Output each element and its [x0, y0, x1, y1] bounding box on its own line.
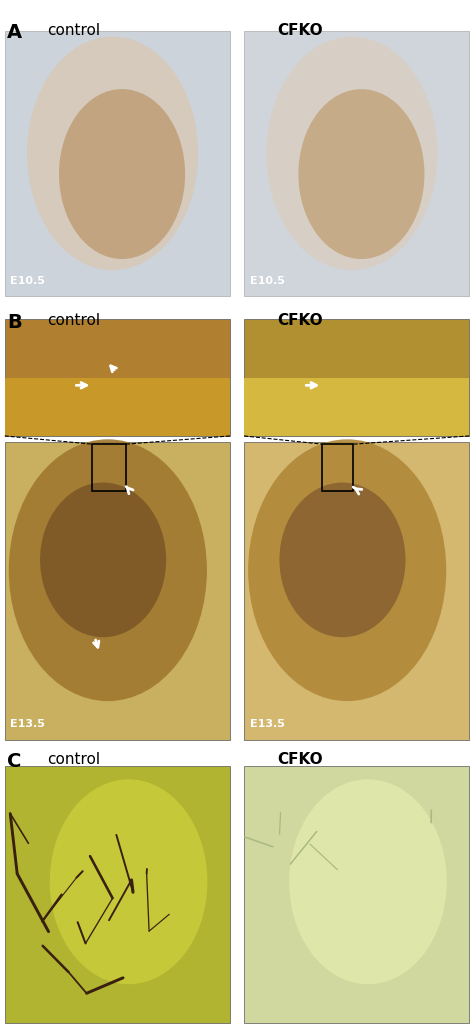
Text: control: control	[47, 23, 100, 38]
Ellipse shape	[9, 439, 207, 701]
Text: CFKO: CFKO	[277, 752, 323, 768]
Ellipse shape	[40, 482, 166, 637]
Bar	[5, 378, 230, 436]
Bar	[5, 442, 230, 740]
Bar	[5, 31, 230, 296]
Bar	[244, 766, 469, 1023]
Ellipse shape	[266, 36, 438, 271]
Bar	[5, 766, 230, 1023]
Ellipse shape	[248, 439, 446, 701]
Text: B: B	[7, 313, 22, 332]
Text: E10.5: E10.5	[10, 276, 46, 286]
Bar	[244, 31, 469, 296]
Bar	[244, 319, 469, 436]
Bar	[244, 442, 469, 740]
Text: E10.5: E10.5	[250, 276, 285, 286]
Text: control: control	[47, 313, 100, 328]
Ellipse shape	[27, 36, 198, 271]
Text: control: control	[47, 752, 100, 768]
Text: A: A	[7, 23, 22, 41]
Text: CFKO: CFKO	[277, 23, 323, 38]
Bar	[5, 319, 230, 436]
Text: E13.5: E13.5	[10, 719, 46, 729]
Bar	[92, 444, 126, 491]
Text: E13.5: E13.5	[250, 719, 285, 729]
Bar	[322, 444, 353, 491]
Bar	[244, 378, 469, 436]
Ellipse shape	[279, 482, 405, 637]
Ellipse shape	[289, 779, 447, 984]
Text: C: C	[7, 752, 21, 771]
Ellipse shape	[298, 89, 424, 259]
Ellipse shape	[50, 779, 207, 984]
Ellipse shape	[59, 89, 185, 259]
Text: CFKO: CFKO	[277, 313, 323, 328]
